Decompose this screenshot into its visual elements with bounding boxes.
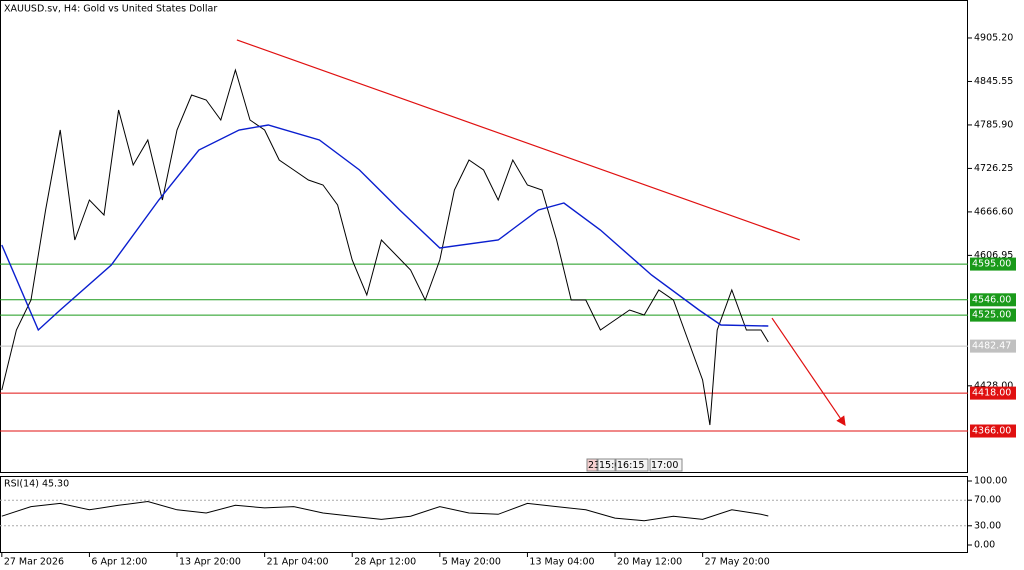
y-tick-label: 4606.95 [974,250,1013,261]
level-label-box [970,339,1016,353]
level-label: 4595.00 [972,259,1011,270]
time-marker-box [597,458,616,472]
x-tick-label: 21 Apr 04:00 [267,557,329,568]
time-marker: 17:00 [651,460,678,471]
series-line [1,68,769,426]
series-line [1,500,769,522]
y-tick-label: 30.00 [974,520,1001,531]
y-tick-label: 4428.00 [974,380,1013,391]
chart-title: XAUUSD.sv, H4: Gold vs United States Dol… [4,4,217,15]
time-marker: 23 [588,460,600,471]
y-tick-label: 70.00 [974,495,1001,506]
level-label: 4525.00 [972,310,1011,321]
x-tick-label: 13 Apr 20:00 [179,557,241,568]
x-tick-label: 28 Apr 12:00 [354,557,416,568]
x-tick-label: 5 May 20:00 [442,557,501,568]
y-tick-label: 4845.55 [974,76,1013,87]
x-tick-label: 6 Apr 12:00 [91,557,147,568]
time-marker-box [615,458,649,472]
level-label-box [970,293,1016,307]
x-tick-label: 27 May 20:00 [705,557,770,568]
y-tick-label: 100.00 [974,475,1007,486]
x-tick-label: 20 May 12:00 [617,557,682,568]
rsi-title: RSI(14) 45.30 [4,479,69,490]
series-line [1,124,769,332]
level-label-box [970,424,1016,438]
y-tick-label: 4666.60 [974,206,1013,217]
price-panel [0,0,968,473]
y-tick-label: 4785.90 [974,119,1013,130]
x-tick-label: 27 Mar 2026 [4,557,64,568]
time-marker: 15:0 [599,460,620,471]
level-label-box [970,257,1016,271]
y-tick-label: 4726.25 [974,163,1013,174]
level-label: 4482.47 [972,341,1011,352]
level-label-box [970,308,1016,322]
y-tick-label: 4905.20 [974,32,1013,43]
y-tick-label: 0.00 [974,539,995,550]
rsi-panel [0,476,968,553]
time-marker: 16:15 [617,460,644,471]
level-label: 4546.00 [972,294,1011,305]
level-label: 4366.00 [972,426,1011,437]
x-tick-label: 13 May 04:00 [529,557,594,568]
level-label-box [970,386,1016,400]
level-label: 4418.00 [972,388,1011,399]
trendline [236,39,800,241]
time-marker-box [649,458,683,472]
arrow [771,317,846,427]
time-marker-box [586,458,598,472]
